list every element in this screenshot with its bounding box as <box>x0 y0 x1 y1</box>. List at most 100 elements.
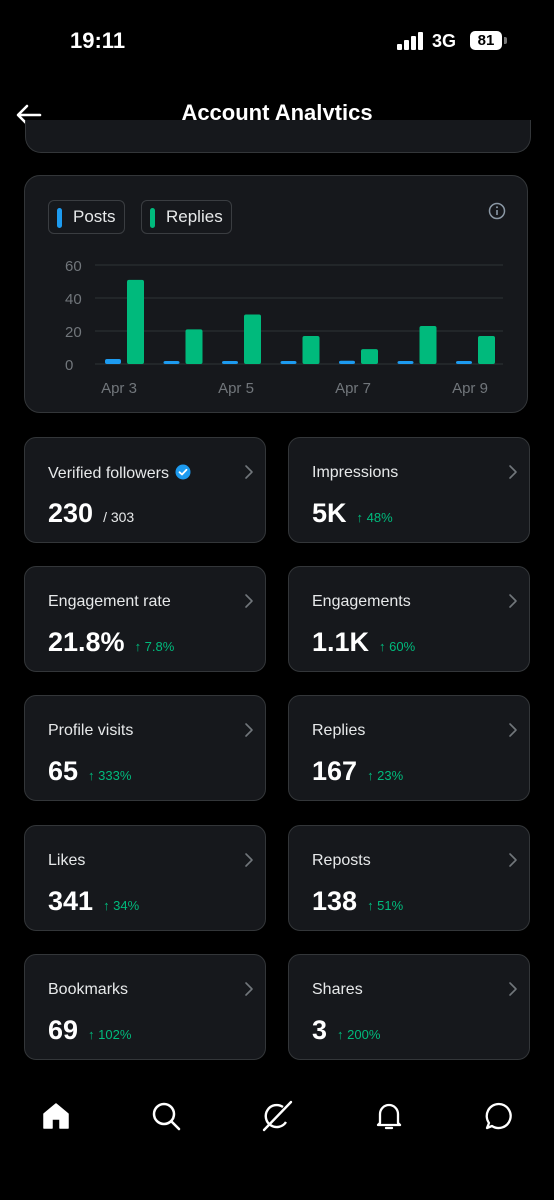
status-bar: 19:11 3G 81 <box>0 0 554 80</box>
activity-chart-card: Posts Replies 0 20 40 60 Apr 3 Apr 5 Apr 7 Apr … <box>24 175 528 413</box>
metric-card-shares[interactable]: Shares 3 ↑ 200% <box>288 954 530 1060</box>
metric-value: 5K <box>312 498 347 528</box>
verified-badge-icon <box>175 464 191 480</box>
metric-label: Verified followers <box>48 464 191 483</box>
bar-posts-apr-6[interactable] <box>280 361 297 364</box>
metric-value: 1.1K <box>312 627 370 657</box>
legend-posts-swatch <box>57 208 62 228</box>
metric-card-reposts[interactable]: Reposts 138 ↑ 51% <box>288 825 530 931</box>
bar-replies-apr-8[interactable] <box>419 326 437 364</box>
metric-label-text: Bookmarks <box>48 981 129 998</box>
metric-value-row: 230 / 303 <box>48 498 134 529</box>
y-tick-label: 20 <box>65 324 82 341</box>
metric-value-row: 5K ↑ 48% <box>312 498 393 529</box>
bar-posts-apr-4[interactable] <box>163 361 180 364</box>
metric-card-impressions[interactable]: Impressions 5K ↑ 48% <box>288 437 530 543</box>
metric-label-text: Profile visits <box>48 722 134 739</box>
metric-change: ↑ 34% <box>103 898 140 913</box>
metric-change: ↑ 7.8% <box>134 639 175 654</box>
metric-card-likes[interactable]: Likes 341 ↑ 34% <box>24 825 266 931</box>
metric-change: ↑ 23% <box>367 768 404 783</box>
metric-value: 69 <box>48 1015 79 1045</box>
bar-posts-apr-7[interactable] <box>339 360 355 364</box>
signal-icon <box>397 32 427 50</box>
metric-label: Bookmarks <box>48 981 128 999</box>
metric-value: 21.8% <box>48 627 125 657</box>
metric-value: 341 <box>48 886 94 916</box>
bar-replies-apr-4[interactable] <box>185 329 203 364</box>
messages-icon[interactable] <box>483 1100 515 1132</box>
bar-posts-apr-9[interactable] <box>456 361 472 364</box>
search-icon[interactable] <box>150 1100 182 1132</box>
grok-icon[interactable] <box>261 1100 293 1132</box>
metric-value: 230 <box>48 498 94 528</box>
metric-value-row: 341 ↑ 34% <box>48 886 139 917</box>
status-time: 19:11 <box>70 28 126 53</box>
metric-total: / 303 <box>103 509 135 525</box>
metric-card-profile-visits[interactable]: Profile visits 65 ↑ 333% <box>24 695 266 801</box>
bar-posts-apr-8[interactable] <box>397 361 414 364</box>
metric-label: Engagements <box>312 593 411 611</box>
chevron-right-icon <box>245 465 253 479</box>
metric-label-text: Shares <box>312 981 363 998</box>
legend-replies[interactable]: Replies <box>141 200 232 234</box>
y-tick-label: 0 <box>65 357 73 374</box>
metric-label-text: Verified followers <box>48 465 169 482</box>
chevron-right-icon <box>509 465 517 479</box>
metric-value-row: 69 ↑ 102% <box>48 1015 131 1046</box>
metric-value-row: 138 ↑ 51% <box>312 886 403 917</box>
bar-chart: 0 20 40 60 Apr 3 Apr 5 Apr 7 Apr 9 <box>65 258 503 397</box>
metric-card-replies[interactable]: Replies 167 ↑ 23% <box>288 695 530 801</box>
bar-posts-apr-3[interactable] <box>105 359 121 364</box>
notifications-icon[interactable] <box>373 1100 405 1132</box>
metric-change: ↑ 60% <box>379 639 416 654</box>
metric-label-text: Reposts <box>312 852 371 869</box>
bar-posts-apr-5[interactable] <box>222 361 238 364</box>
x-tick-label: Apr 3 <box>101 380 137 397</box>
metric-card-engagement-rate[interactable]: Engagement rate 21.8% ↑ 7.8% <box>24 566 266 672</box>
chevron-right-icon <box>509 982 517 996</box>
metric-value: 3 <box>312 1015 328 1045</box>
battery-tip <box>504 37 507 44</box>
chevron-right-icon <box>509 594 517 608</box>
info-icon[interactable] <box>488 202 506 220</box>
legend-posts[interactable]: Posts <box>48 200 125 234</box>
bar-replies-apr-6[interactable] <box>302 335 320 364</box>
x-tick-label: Apr 5 <box>218 380 254 397</box>
metric-label: Profile visits <box>48 722 133 740</box>
metric-card-bookmarks[interactable]: Bookmarks 69 ↑ 102% <box>24 954 266 1060</box>
bar-replies-apr-5[interactable] <box>244 314 261 365</box>
legend-replies-swatch <box>150 208 155 228</box>
chevron-right-icon <box>245 594 253 608</box>
chevron-right-icon <box>245 982 253 996</box>
metric-value-row: 3 ↑ 200% <box>312 1015 380 1046</box>
metric-value-row: 167 ↑ 23% <box>312 756 403 787</box>
bar-replies-apr-3[interactable] <box>127 279 144 364</box>
metric-label: Engagement rate <box>48 593 171 611</box>
metric-card-engagements[interactable]: Engagements 1.1K ↑ 60% <box>288 566 530 672</box>
metric-value-row: 1.1K ↑ 60% <box>312 627 415 658</box>
battery-icon: 81 <box>470 31 502 50</box>
metric-label-text: Impressions <box>312 464 399 481</box>
metric-card-verified-followers[interactable]: Verified followers 230 / 303 <box>24 437 266 543</box>
legend-posts-label: Posts <box>73 207 116 226</box>
bar-replies-apr-9[interactable] <box>478 335 495 364</box>
chevron-right-icon <box>509 853 517 867</box>
back-arrow-icon[interactable] <box>14 100 44 130</box>
metric-label: Shares <box>312 981 363 999</box>
metric-change: ↑ 48% <box>356 510 393 525</box>
metric-label-text: Engagements <box>312 593 411 610</box>
metric-label-text: Replies <box>312 722 366 739</box>
chevron-right-icon <box>245 853 253 867</box>
x-tick-label: Apr 7 <box>335 380 371 397</box>
bar-replies-apr-7[interactable] <box>361 349 378 364</box>
chevron-right-icon <box>245 723 253 737</box>
x-tick-label: Apr 9 <box>452 380 488 397</box>
metric-value-row: 65 ↑ 333% <box>48 756 131 787</box>
metric-label: Replies <box>312 722 365 740</box>
y-tick-label: 40 <box>65 291 82 308</box>
metric-value: 138 <box>312 886 358 916</box>
metric-change: ↑ 102% <box>88 1027 132 1042</box>
y-tick-label: 60 <box>65 258 82 275</box>
home-icon[interactable] <box>40 1100 72 1132</box>
